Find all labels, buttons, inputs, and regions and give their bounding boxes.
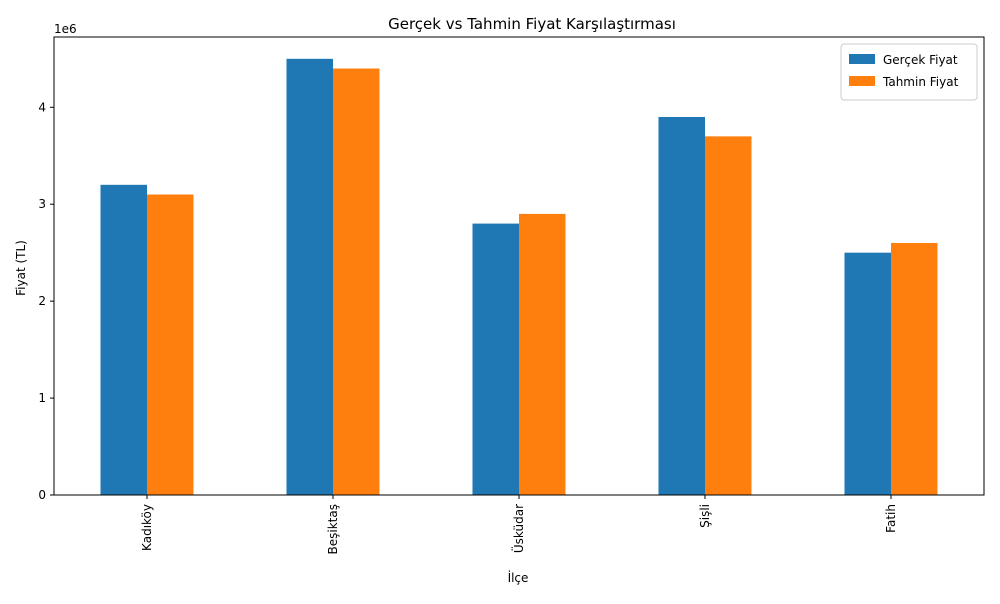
- legend-swatch: [849, 54, 875, 64]
- bar-tahmin-fiyat-3: [705, 136, 752, 495]
- bar-tahmin-fiyat-0: [147, 194, 194, 495]
- bar-gerçek-fiyat-3: [658, 116, 705, 495]
- x-tick-label: Şişli: [698, 504, 712, 528]
- x-axis-label: İlçe: [508, 570, 529, 585]
- y-tick-label: 4: [38, 100, 46, 114]
- bar-gerçek-fiyat-1: [286, 58, 333, 496]
- bar-tahmin-fiyat-1: [333, 68, 380, 495]
- legend: Gerçek Fiyat Tahmin Fiyat: [840, 43, 978, 101]
- x-tick-label: Beşiktaş: [326, 504, 340, 554]
- y-axis-offset-label: 1e6: [54, 22, 77, 36]
- y-tick-label: 2: [38, 294, 46, 308]
- bar-gerçek-fiyat-4: [844, 252, 891, 495]
- axes-layer: Kadıköy Beşiktaş Üsküdar Şişli Fatih 0 1 2 3 4: [38, 36, 985, 554]
- legend-label: Tahmin Fiyat: [882, 75, 959, 89]
- x-tick-label: Üsküdar: [510, 504, 526, 553]
- legend-label: Gerçek Fiyat: [883, 53, 958, 67]
- x-tick-label: Fatih: [884, 504, 898, 533]
- bar-tahmin-fiyat-2: [519, 213, 566, 495]
- y-axis-label: Fiyat (TL): [14, 240, 28, 296]
- y-tick-label: 1: [38, 391, 46, 405]
- bar-gerçek-fiyat-0: [100, 184, 147, 495]
- y-tick-label: 3: [38, 197, 46, 211]
- x-tick-label: Kadıköy: [140, 504, 154, 551]
- bar-gerçek-fiyat-2: [472, 223, 519, 495]
- bars-layer: [100, 58, 938, 496]
- legend-swatch: [849, 76, 875, 86]
- chart-title: Gerçek vs Tahmin Fiyat Karşılaştırması: [388, 15, 676, 33]
- plot-frame: [53, 36, 985, 496]
- bar-tahmin-fiyat-4: [891, 242, 938, 495]
- y-tick-label: 0: [38, 488, 46, 502]
